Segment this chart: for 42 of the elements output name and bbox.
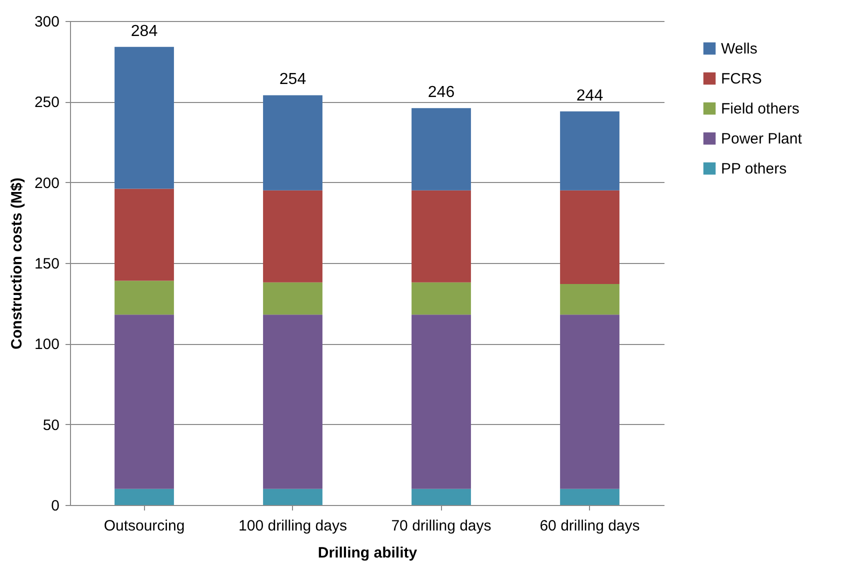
bar (114, 488, 174, 505)
bar (560, 190, 620, 284)
legend-label: Field others (721, 100, 800, 118)
x-tick-label: 70 drilling days (391, 518, 492, 534)
bar (412, 314, 471, 489)
bar (263, 282, 322, 315)
bar (412, 282, 471, 315)
bar (560, 488, 620, 505)
bar (114, 188, 174, 281)
bar (560, 314, 620, 489)
bar (560, 111, 620, 190)
y-tick-label: 200 (34, 174, 60, 192)
y-tick-label: 150 (34, 256, 60, 272)
x-tick-label: 60 drilling days (540, 518, 640, 534)
bar (412, 190, 471, 282)
legend-label: PP others (721, 160, 787, 178)
legend-label: Power Plant (721, 130, 803, 148)
total-label: 246 (428, 84, 455, 102)
bar (114, 280, 174, 315)
y-tick-label: 100 (34, 336, 60, 354)
x-tick-label: Outsourcing (104, 518, 185, 534)
x-tick-label: 100 drilling days (238, 518, 347, 534)
bar (263, 314, 322, 489)
bar (412, 488, 471, 505)
y-axis-title: Construction costs (M$) (8, 178, 26, 350)
legend-label: FCRS (721, 70, 762, 88)
y-tick-label: 250 (34, 94, 60, 112)
bar (263, 95, 322, 190)
y-tick-label: 50 (42, 416, 60, 434)
y-tick-label: 0 (51, 498, 60, 514)
bar (263, 488, 322, 505)
bar (412, 108, 471, 190)
total-label: 254 (279, 71, 306, 88)
bar (114, 46, 174, 189)
bar (560, 284, 620, 315)
total-label: 284 (130, 22, 158, 40)
y-tick-label: 300 (34, 14, 60, 30)
bar (114, 314, 174, 489)
bar (263, 190, 322, 282)
legend-label: Wells (721, 40, 758, 58)
x-axis-title: Drilling ability (318, 544, 418, 562)
total-label: 244 (576, 87, 604, 104)
